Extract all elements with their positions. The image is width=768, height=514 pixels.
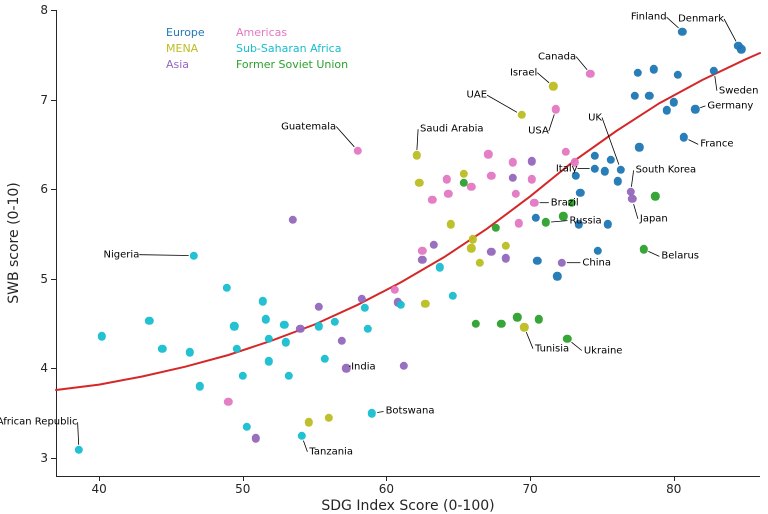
annotation-label: Canada bbox=[538, 51, 576, 62]
legend-item: Former Soviet Union bbox=[236, 58, 348, 71]
annotation-label: Germany bbox=[707, 100, 753, 111]
legend-item: Americas bbox=[236, 26, 287, 39]
annotation-label: UK bbox=[588, 112, 602, 123]
annotation-label: Finland bbox=[631, 12, 667, 23]
annotation-label: Nigeria bbox=[104, 249, 140, 260]
annotation-label: Saudi Arabia bbox=[420, 124, 483, 135]
annotation-label: India bbox=[351, 361, 376, 372]
annotation-label: Guatemala bbox=[281, 121, 336, 132]
legend-item: MENA bbox=[166, 42, 198, 55]
legend-item: Sub-Saharan Africa bbox=[236, 42, 341, 55]
annotation-label: Botswana bbox=[386, 406, 435, 417]
annotation-label: Central African Republic bbox=[0, 417, 78, 428]
annotation-label: Sweden bbox=[719, 85, 759, 96]
annotation-label: Tunisia bbox=[535, 343, 569, 354]
annotation-label: China bbox=[582, 257, 611, 268]
annotation-label: Brazil bbox=[551, 197, 579, 208]
annotation-label: France bbox=[700, 139, 733, 150]
legend-item: Europe bbox=[166, 26, 205, 39]
annotation-label: Tanzania bbox=[309, 446, 353, 457]
annotation-label: UAE bbox=[467, 90, 487, 101]
annotation-label: South Korea bbox=[636, 165, 697, 176]
legend-item: Asia bbox=[166, 58, 189, 71]
scatter-chart: 4050607080345678SDG Index Score (0-100)S… bbox=[0, 0, 768, 514]
annotation-label: Ukraine bbox=[584, 345, 623, 356]
annotation-label: Denmark bbox=[678, 13, 724, 24]
annotation-label: Japan bbox=[640, 213, 668, 224]
annotation-label: USA bbox=[528, 125, 549, 136]
annotation-label: Israel bbox=[510, 67, 537, 78]
annotation-label: Italy bbox=[556, 163, 578, 174]
annotation-label: Belarus bbox=[661, 251, 699, 262]
annotation-label: Russia bbox=[569, 215, 601, 226]
